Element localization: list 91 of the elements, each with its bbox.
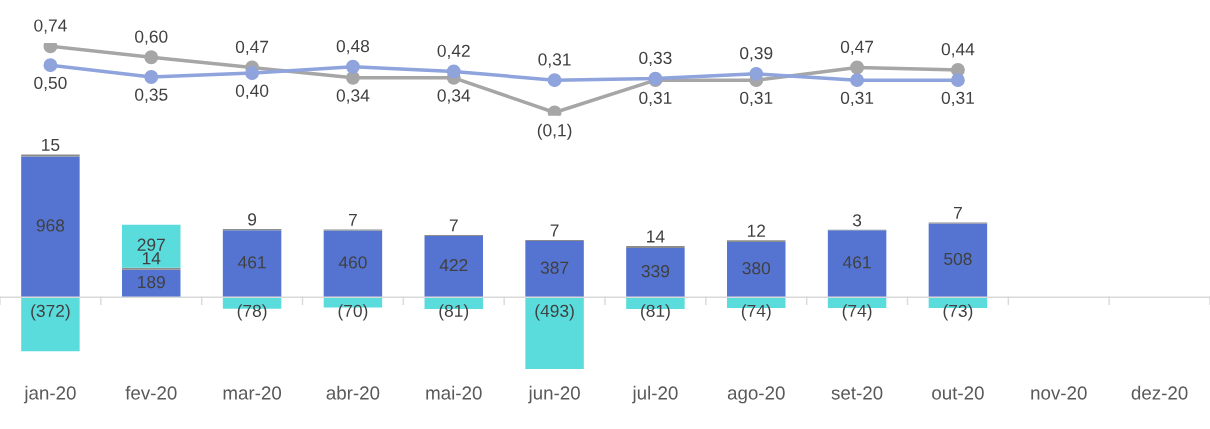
data-label: 0,40 bbox=[235, 84, 269, 99]
bar bbox=[525, 241, 584, 298]
data-label: (372) bbox=[31, 304, 70, 321]
data-label: 460 bbox=[338, 256, 367, 269]
data-label: 0,31 bbox=[740, 91, 773, 107]
x-tick-label: mar-20 bbox=[223, 386, 282, 400]
data-label: 380 bbox=[742, 262, 771, 275]
data-label: 0,39 bbox=[740, 47, 773, 62]
data-label: (78) bbox=[237, 304, 267, 321]
data-label: 0,47 bbox=[840, 40, 874, 56]
point bbox=[345, 59, 360, 74]
data-label: 0,50 bbox=[34, 76, 67, 92]
x-tick-label: dez-20 bbox=[1131, 385, 1188, 400]
bar bbox=[424, 235, 483, 298]
point bbox=[547, 73, 562, 88]
bar bbox=[727, 242, 786, 298]
data-label: 15 bbox=[42, 138, 60, 152]
point bbox=[446, 64, 461, 79]
data-label: 189 bbox=[138, 275, 165, 289]
point bbox=[144, 50, 159, 65]
bar bbox=[928, 223, 988, 298]
data-label: 339 bbox=[641, 265, 670, 278]
data-label: 0,34 bbox=[437, 89, 471, 104]
data-label: 0,60 bbox=[135, 30, 168, 45]
data-label: 0,44 bbox=[941, 43, 975, 58]
data-label: (81) bbox=[641, 304, 670, 321]
data-label: 0,31 bbox=[941, 91, 974, 107]
bar bbox=[323, 230, 383, 298]
data-label: 0,31 bbox=[840, 91, 874, 107]
x-tick-label: out-20 bbox=[932, 386, 984, 400]
x-tick-label: jul-20 bbox=[632, 385, 678, 404]
bar bbox=[21, 156, 80, 298]
data-label: 14 bbox=[142, 252, 161, 265]
x-tick-label: jun-20 bbox=[528, 385, 580, 404]
data-label: 7 bbox=[348, 213, 357, 226]
data-label: 0,47 bbox=[235, 40, 269, 56]
data-label: 508 bbox=[944, 252, 972, 266]
point bbox=[547, 105, 562, 116]
data-label: (74) bbox=[842, 304, 872, 321]
bar bbox=[626, 248, 685, 298]
data-label: 297 bbox=[137, 238, 165, 251]
data-label: 12 bbox=[747, 224, 766, 237]
data-label: 387 bbox=[540, 261, 569, 274]
data-label: (0,1) bbox=[537, 123, 572, 140]
point bbox=[245, 66, 260, 80]
data-label: 0,74 bbox=[34, 19, 67, 34]
data-label: 0,33 bbox=[639, 51, 672, 67]
data-label: (493) bbox=[535, 304, 574, 321]
data-label: 461 bbox=[238, 256, 266, 269]
point bbox=[749, 66, 764, 81]
data-label: 7 bbox=[953, 206, 962, 219]
x-tick-label: mai-20 bbox=[426, 385, 482, 400]
bar bbox=[21, 297, 80, 352]
x-tick-label: jan-20 bbox=[23, 385, 76, 404]
bar bbox=[21, 154, 80, 157]
point bbox=[850, 60, 865, 75]
data-label: 3 bbox=[852, 214, 862, 227]
x-tick-label: fev-20 bbox=[125, 385, 177, 400]
bar bbox=[827, 230, 887, 298]
x-tick-label: ago-20 bbox=[727, 386, 785, 404]
data-label: 0,48 bbox=[336, 39, 370, 55]
x-tick-label: nov-20 bbox=[1031, 386, 1087, 400]
data-label: (73) bbox=[943, 304, 973, 321]
data-label: 7 bbox=[449, 219, 458, 232]
data-label: 0,34 bbox=[336, 89, 370, 104]
data-label: 422 bbox=[439, 259, 468, 272]
data-label: 7 bbox=[550, 224, 559, 237]
data-label: (74) bbox=[741, 304, 771, 321]
point bbox=[950, 73, 965, 88]
data-label: 0,31 bbox=[538, 53, 571, 68]
data-label: (70) bbox=[338, 304, 368, 321]
x-tick-label: abr-20 bbox=[326, 385, 380, 400]
bar bbox=[626, 245, 685, 249]
bar bbox=[122, 224, 181, 268]
point bbox=[144, 70, 159, 84]
data-label: 9 bbox=[248, 213, 257, 226]
data-label: 461 bbox=[843, 256, 871, 269]
bar bbox=[222, 230, 282, 298]
bar bbox=[525, 297, 584, 369]
point bbox=[850, 73, 865, 88]
point bbox=[43, 58, 58, 73]
bar bbox=[122, 269, 181, 298]
point bbox=[43, 42, 58, 54]
x-tick-label: set-20 bbox=[831, 386, 883, 400]
data-label: 14 bbox=[647, 230, 665, 243]
data-label: 0,35 bbox=[135, 88, 168, 103]
data-label: 0,31 bbox=[639, 91, 672, 107]
data-label: (81) bbox=[439, 304, 469, 321]
data-label: 968 bbox=[36, 219, 65, 232]
bar bbox=[122, 267, 181, 270]
data-label: 0,42 bbox=[437, 44, 470, 59]
